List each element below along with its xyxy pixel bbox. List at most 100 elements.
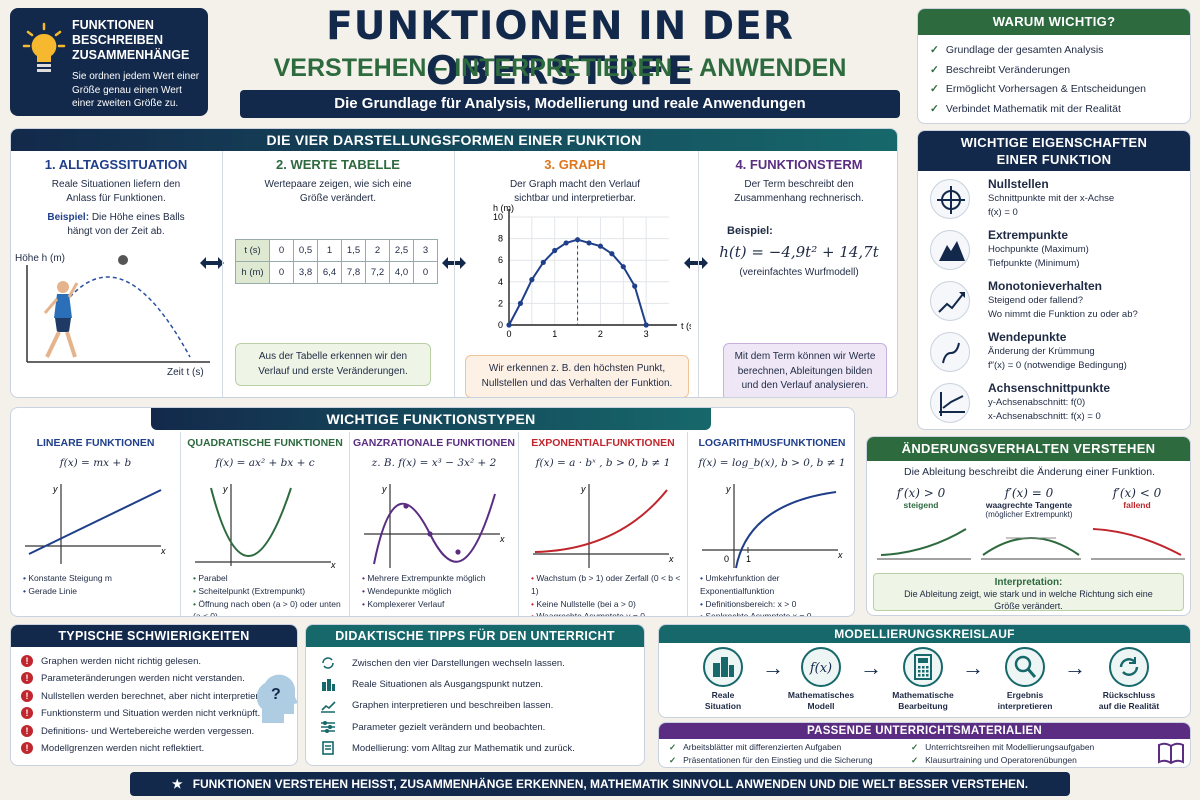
property-line2: f″(x) = 0 (notwendige Bedingung) [988, 360, 1127, 371]
data-point [506, 322, 512, 328]
function-type-column: LINEARE FUNKTIONEN f(x) = mx + b x y • Konst… [11, 432, 180, 616]
list-item: • Konstante Steigung m [23, 573, 112, 583]
y-tick-label: 8 [498, 234, 503, 244]
difficulty-item: ! Nullstellen werden berechnet, aber nich… [21, 688, 266, 705]
type-bullets: • Konstante Steigung m • Gerade Linie [23, 572, 176, 598]
y-axis-label: y [725, 484, 731, 494]
model-step-label: Reale Situation [704, 690, 742, 711]
s-curve-icon [930, 332, 970, 372]
c1-ex: Die Höhe eines Balls hängt von der Zeit … [67, 212, 185, 237]
function-type-column: LOGARITHMUSFUNKTIONEN f(x) = log_b(x), b … [687, 432, 854, 617]
property-line2: Tiefpunkte (Minimum) [988, 258, 1080, 269]
data-point [609, 251, 615, 257]
x-tick-label: 1 [552, 329, 557, 339]
warning-icon: ! [21, 689, 33, 702]
change-panel: ÄNDERUNGSVERHALTEN VERSTEHEN Die Ableitu… [866, 436, 1191, 616]
list-item: • Keine Nullstelle (bei a > 0) [531, 598, 636, 609]
difficulty-item: ! Parameteränderungen werden nicht versta… [21, 670, 266, 687]
c2-title: 2. WERTE TABELLE [276, 157, 400, 172]
x-tick-label: 2 [598, 329, 603, 339]
list-item: • Senkrechte Asymptote x = 0 [700, 611, 812, 617]
type-title: EXPONENTIALFUNKTIONEN [531, 437, 675, 449]
difficulty-item: ! Graphen werden nicht richtig gelesen. [21, 653, 266, 670]
difficulty-item: ! Definitions- und Wertebereiche werden v… [21, 723, 266, 740]
page-subtitle: VERSTEHEN – INTERPRETIEREN – ANWENDEN [273, 54, 847, 82]
function-label: f(x) [809, 661, 832, 676]
model-step: f(x) Mathematisches Modell [779, 647, 863, 711]
four-title: DIE VIER DARSTELLUNGSFORMEN EINER FUNKTI… [11, 129, 897, 151]
four-representations-panel: DIE VIER DARSTELLUNGSFORMEN EINER FUNKTI… [10, 128, 898, 398]
list-item: • Parabel [193, 573, 228, 583]
interpretation-box: Interpretation: Die Ableitung zeigt, wie… [873, 573, 1184, 611]
list-item: • Scheitelpunkt (Extrempunkt) [193, 585, 306, 596]
city-icon [322, 678, 335, 691]
difficulty-item: ! Funktionsterm und Situation werden nich… [21, 705, 266, 722]
type-title: LINEARE FUNKTIONEN [36, 437, 155, 449]
lightbulb-icon [22, 22, 66, 72]
list-item: • Komplexerer Verlauf [362, 598, 445, 609]
type-title: LOGARITHMUSFUNKTIONEN [698, 437, 846, 449]
tip-item: Graphen interpretieren und beschreiben l… [320, 695, 640, 716]
difficulties-panel: TYPISCHE SCHWIERIGKEITEN ! Graphen werden… [10, 624, 298, 766]
model-title: MODELLIERUNGSKREISLAUF [659, 625, 1190, 643]
value-table: t (s) 0 0,5 1 1,5 2 2,5 3 h (m) 0 3,8 6,4 7,8 7,2 4,0… [235, 239, 438, 284]
change-desc: Die Ableitung beschreibt die Änderung ei… [904, 466, 1155, 478]
why-list: ✓ Grundlage der gesamten Analysis ✓ Beschr… [930, 41, 1146, 119]
derivative-illustrations [877, 528, 1185, 560]
property-name: Monotonieverhalten [988, 279, 1103, 293]
tip-item: Zwischen den vier Darstellungen wechseln… [320, 653, 640, 674]
data-point [563, 240, 569, 246]
type-bullets: • Parabel • Scheitelpunkt (Extrempunkt) • … [193, 572, 346, 616]
x-axis-label: x [160, 546, 166, 556]
property-name: Wendepunkte [988, 330, 1067, 344]
data-point [620, 264, 626, 270]
tips-title: DIDAKTISCHE TIPPS FÜR DEN UNTERRICHT [306, 625, 644, 647]
x-tick-label: 3 [644, 329, 649, 339]
chart-line-icon [321, 701, 336, 713]
c1-desc: Reale Situationen liefern den Anlass für… [51, 179, 181, 204]
property-line2: Wo nimmt die Funktion zu oder ab? [988, 309, 1138, 320]
x-axis-label: x [499, 534, 505, 544]
type-graph: xy [533, 484, 674, 568]
type-graph: xy [25, 484, 166, 564]
type-graph: xy [195, 484, 336, 570]
type-graph: 0 1 x y [702, 484, 843, 569]
axes-icon [930, 383, 970, 423]
c1-title: 1. ALLTAGSSITUATION [44, 157, 188, 172]
list-item: • Gerade Linie [23, 585, 78, 596]
model-step-label: Ergebnis interpretieren [997, 690, 1053, 711]
mat-item: ✓ Präsentationen für den Einstieg und die… [669, 755, 873, 765]
model-step: Reale Situation [681, 647, 765, 711]
change-c2: f′(x) = 0 [1004, 486, 1054, 500]
why-item: ✓ Beschreibt Veränderungen [930, 63, 1071, 76]
y-axis-label: y [381, 484, 387, 494]
book-icon [1158, 742, 1184, 765]
type-formula: f(x) = log_b(x), b > 0, b ≠ 1 [698, 457, 846, 469]
warning-icon: ! [21, 672, 33, 685]
list-item: • Umkehrfunktion der Exponentialfunktion [700, 573, 780, 596]
change-c2n: (möglicher Extrempunkt) [985, 510, 1073, 519]
why-item: ✓ Ermöglicht Vorhersagen & Entscheidungen [930, 83, 1147, 95]
list-item: • Wachstum (b > 1) oder Zerfall (0 < b <… [531, 573, 681, 596]
why-item: ✓ Verbindet Mathematik mit der Realität [930, 102, 1121, 115]
arrow-right-icon: → [1064, 655, 1086, 680]
intro-title: FUNKTIONEN BESCHREIBEN ZUSAMMENHÄNGE [72, 18, 190, 62]
mountain-icon [930, 230, 970, 270]
footer-banner: ★ FUNKTIONEN VERSTEHEN HEISST, ZUSAMMENHÄ… [130, 772, 1070, 796]
intro-text: Sie ordnen jedem Wert einer Größe genau … [72, 71, 200, 109]
y-tick-label: 4 [498, 277, 503, 287]
diff-title: TYPISCHE SCHWIERIGKEITEN [11, 625, 297, 647]
y-tick-label: 2 [498, 298, 503, 308]
function-types-panel: WICHTIGE FUNKTIONSTYPEN LINEARE FUNKTION… [10, 407, 855, 617]
c4-title: 4. FUNKTIONSTERM [735, 157, 863, 172]
why-item: ✓ Grundlage der gesamten Analysis [930, 44, 1104, 56]
c4-note: (vereinfachtes Wurfmodell) [739, 267, 859, 278]
x-axis-label: x [330, 560, 336, 570]
type-graph: xy [364, 484, 505, 568]
data-point [529, 277, 535, 283]
footer-text: FUNKTIONEN VERSTEHEN HEISST, ZUSAMMENHÄN… [192, 777, 1029, 791]
c4-formula: h(t) = −4,9t² + 14,7t [719, 243, 879, 261]
refresh-icon [1109, 647, 1149, 687]
data-point [643, 322, 649, 328]
svg-text:?: ? [271, 686, 281, 703]
